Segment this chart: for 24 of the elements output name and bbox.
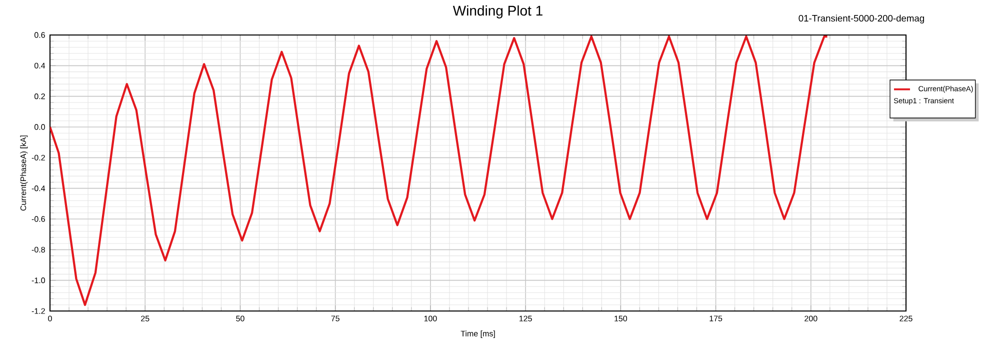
chart-title: Winding Plot 1 (452, 5, 542, 18)
x-tick-label: 0 (48, 316, 52, 322)
y-tick-label: -0.6 (32, 216, 45, 222)
y-tick-label: -1.2 (32, 308, 45, 314)
x-tick-label: 150 (614, 316, 628, 322)
y-tick-label: 0.0 (34, 124, 45, 130)
x-tick-label: 25 (141, 316, 150, 322)
y-tick-label: -0.2 (32, 154, 45, 161)
x-tick-label: 125 (519, 316, 532, 322)
y-tick-label: -1.0 (32, 278, 45, 284)
text: 01-Transient-5000-200-demag (798, 14, 924, 24)
x-tick-label: 225 (900, 316, 912, 322)
x-tick-label: 75 (331, 316, 340, 322)
x-tick-label: 100 (424, 316, 437, 322)
x-tick-label: 50 (236, 316, 244, 322)
y-tick-label: -0.8 (32, 246, 45, 253)
y-tick-label: 0.2 (34, 94, 45, 100)
y-tick-label: -0.4 (32, 186, 46, 192)
y-axis-title: Current(PhaseA) [kA] (20, 136, 28, 211)
x-tick-label: 200 (804, 316, 818, 322)
x-tick-label: 175 (710, 316, 722, 322)
y-tick-label: 0.6 (34, 32, 45, 38)
x-axis-title: Time [ms] (460, 330, 495, 338)
y-tick-label: 0.4 (34, 62, 46, 69)
